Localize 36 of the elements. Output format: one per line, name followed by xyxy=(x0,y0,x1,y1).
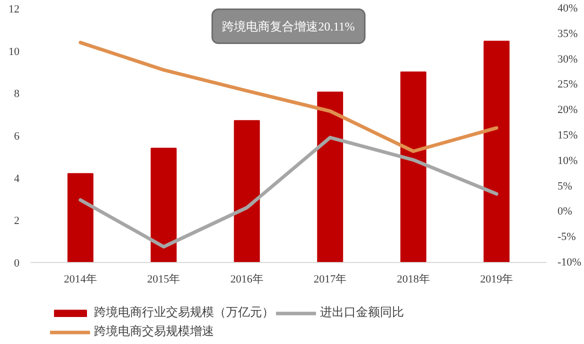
annotation: 跨境电商复合增速20.11% xyxy=(222,19,355,34)
bar xyxy=(400,72,426,262)
y2-tick-label: 30% xyxy=(558,53,578,66)
y2-tick-label: 0% xyxy=(558,206,572,218)
legend-label: 跨境电商行业交易规模（万亿元） xyxy=(94,304,274,321)
bar xyxy=(484,40,510,262)
bar xyxy=(67,173,94,262)
y-tick-label: 0 xyxy=(14,258,20,270)
x-tick-label: 2019年 xyxy=(480,274,514,286)
y2-tick-label: 40% xyxy=(558,2,578,14)
x-tick-label: 2014年 xyxy=(64,274,97,286)
y2-tick-label: -10% xyxy=(558,256,582,268)
bar xyxy=(150,148,177,262)
y-tick-label: 10 xyxy=(8,46,20,58)
legend-label: 跨境电商交易规模增速 xyxy=(94,323,214,340)
y-tick-label: 2 xyxy=(14,215,20,228)
line-series xyxy=(78,40,498,153)
y2-tick-label: 20% xyxy=(558,104,578,116)
y2-tick-label: -5% xyxy=(558,231,576,244)
y2-tick-label: 5% xyxy=(558,180,572,192)
line-series xyxy=(78,136,498,248)
y-tick-label: 4 xyxy=(14,172,20,185)
x-tick-label: 2017年 xyxy=(314,274,347,286)
y-tick-label: 8 xyxy=(14,88,20,100)
x-tick-label: 2016年 xyxy=(230,274,264,286)
y-tick-label: 12 xyxy=(8,4,20,16)
x-tick-label: 2018年 xyxy=(396,274,430,286)
y2-tick-label: 35% xyxy=(558,28,578,40)
bar xyxy=(317,92,344,262)
bar xyxy=(234,120,260,262)
y2-tick-label: 25% xyxy=(558,78,578,91)
y2-tick-label: 15% xyxy=(558,130,578,142)
y-tick-label: 6 xyxy=(14,130,20,142)
legend-label: 进出口金额同比 xyxy=(320,304,404,321)
y2-tick-label: 10% xyxy=(558,154,578,167)
x-tick-label: 2015年 xyxy=(147,274,180,286)
